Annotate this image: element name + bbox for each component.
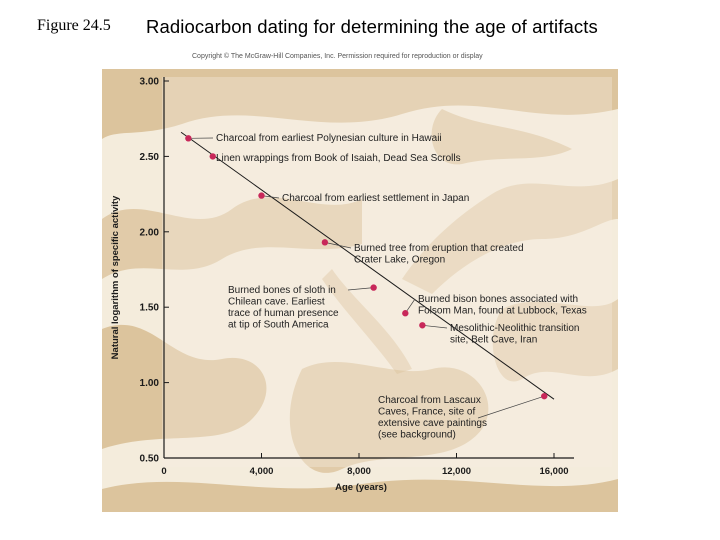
texture-blob [492,299,618,382]
texture-blob [102,197,362,279]
annotation-leader [324,242,352,249]
annotation-text: Mesolithic-Neolithic transition [450,323,580,334]
texture-blob [102,69,618,139]
annotation-text: Caves, France, site of [378,407,475,418]
annotation-text: Crater Lake, Oregon [354,255,445,266]
annotation-text: Linen wrappings from Book of Isaiah, Dea… [216,153,461,164]
data-point [209,153,216,160]
y-tick-label: 3.00 [140,77,160,88]
data-point [258,192,265,199]
figure-label: Figure 24.5 [37,17,111,34]
annotation-text: trace of human presence [228,308,339,319]
texture-blob [402,179,618,294]
chart-marks: Charcoal from earliest Polynesian cultur… [180,131,587,441]
annotation-text: site, Belt Cave, Iran [450,335,537,346]
chart-axes: 0.50 1.00 1.50 2.00 2.50 3.00 0 4,000 8,000 12,00… [110,77,574,493]
cave-painting-background [102,69,618,512]
y-tick-label: 2.00 [140,227,160,238]
data-point [321,239,329,246]
annotation-text: (see background) [378,430,456,441]
data-point [541,392,548,400]
annotation-text: Burned bones of sloth in [228,285,336,296]
chart-panel: 0.50 1.00 1.50 2.00 2.50 3.00 0 4,000 8,000 12,00… [102,69,618,512]
data-point [419,322,426,329]
y-tick-label: 1.00 [140,378,160,389]
texture-blob [322,269,412,374]
x-tick-label: 0 [161,466,166,477]
x-tick-label: 4,000 [250,466,274,477]
y-tick-label: 1.50 [140,303,160,314]
x-tick-label: 12,000 [442,466,471,477]
annotation-text: Charcoal from earliest settlement in Jap… [282,193,469,204]
x-tick-label: 16,000 [539,466,568,477]
data-point [402,310,409,317]
x-axis-label: Age (years) [335,482,387,493]
annotation-text: Chilean cave. Earliest [228,297,325,308]
texture-blob [431,109,572,165]
y-axis-label: Natural logarithm of specific activity [110,195,121,359]
annotation-text: Charcoal from earliest Polynesian cultur… [216,133,442,144]
plot-area-wash [162,77,612,467]
texture-blob [289,361,489,473]
annotation-leader [422,324,448,329]
annotation-text: Charcoal from Lascaux [378,395,481,406]
radiocarbon-chart: 0.50 1.00 1.50 2.00 2.50 3.00 0 4,000 8,000 12,00… [102,69,618,512]
annotation-text: at tip of South America [228,320,329,331]
figure-title: Radiocarbon dating for determining the a… [146,16,598,37]
annotation-text: Burned tree from eruption that created [354,243,524,254]
data-point [185,135,192,142]
x-tick-label: 8,000 [347,466,371,477]
data-point [370,284,377,291]
trend-line [180,131,555,400]
annotation-text: extensive cave paintings [378,418,487,429]
texture-blob [102,479,618,512]
annotation-leader [477,395,545,419]
y-tick-label: 2.50 [140,152,160,163]
texture-blob [102,324,267,449]
annotation-text: Burned bison bones associated with [418,294,578,305]
annotation-leader [347,287,374,291]
annotation-text: Folsom Man, found at Lubbock, Texas [418,306,587,317]
y-tick-label: 0.50 [140,454,160,465]
copyright-notice: Copyright © The McGraw-Hill Companies, I… [192,53,483,60]
